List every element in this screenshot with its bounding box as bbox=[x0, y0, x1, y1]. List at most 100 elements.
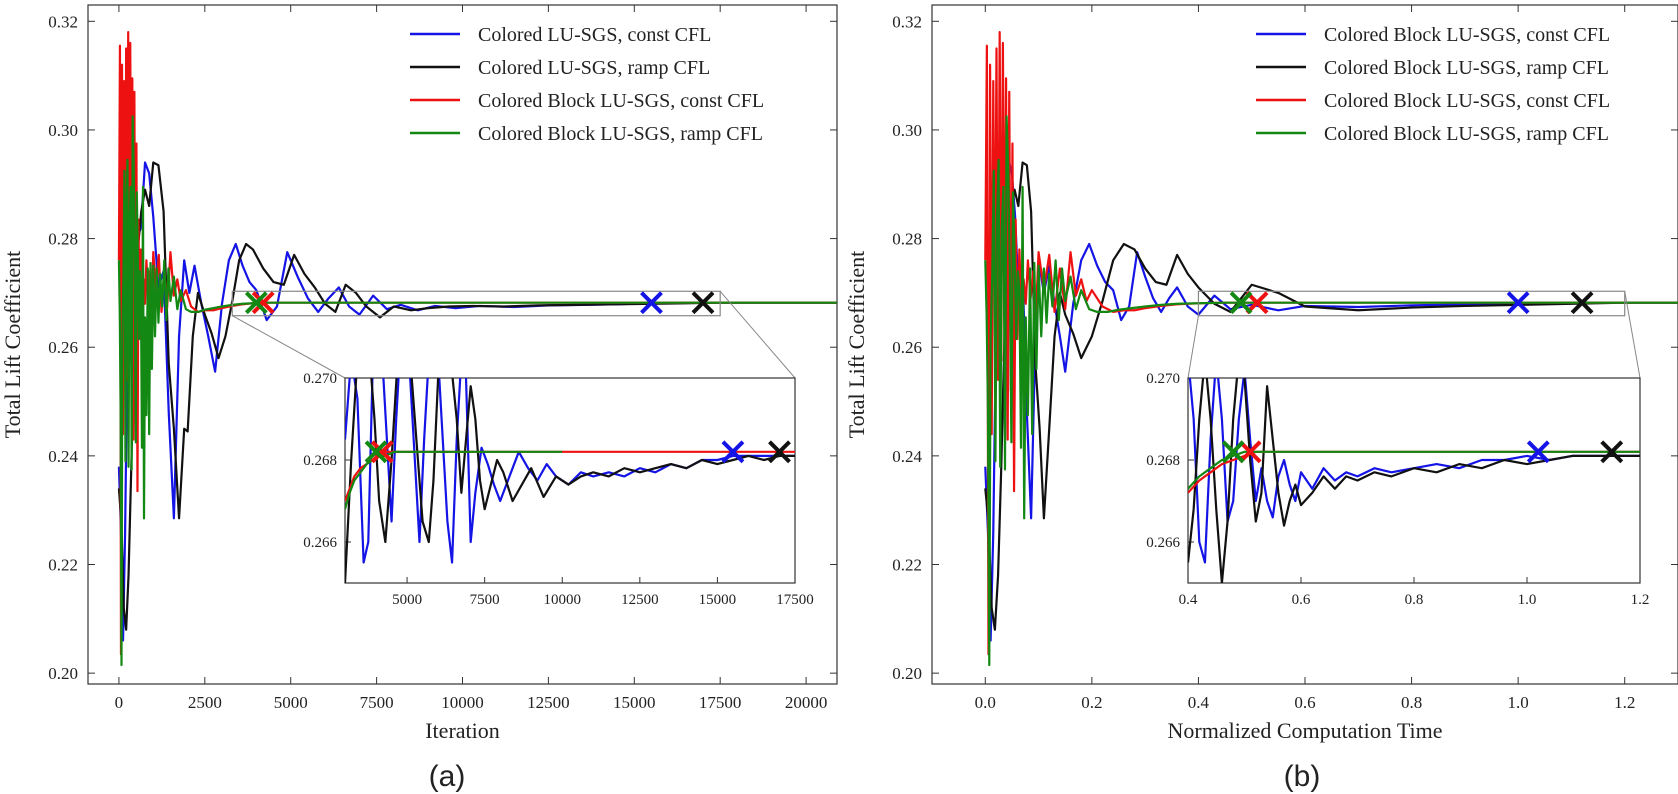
zoom-connector bbox=[1187, 315, 1199, 379]
inset-y-tick-label: 0.268 bbox=[1146, 453, 1180, 469]
marker-stroke bbox=[370, 440, 394, 464]
inset-x-tick-label: 12500 bbox=[621, 592, 659, 608]
legend-entry: Colored Block LU-SGS, const CFL bbox=[1324, 90, 1610, 112]
inset-frame bbox=[1187, 377, 1641, 584]
zoom-region bbox=[1197, 290, 1626, 317]
inset-x-tick-label: 0.4 bbox=[1179, 592, 1198, 608]
inset-x-tick-label: 1.0 bbox=[1518, 592, 1537, 608]
x-tick-label: 0.4 bbox=[1188, 693, 1210, 712]
y-tick-label: 0.26 bbox=[48, 338, 78, 357]
marker-stroke bbox=[691, 291, 715, 315]
zoom-region bbox=[231, 290, 721, 317]
x-tick-label: 0 bbox=[115, 693, 124, 712]
legend-entry: Colored Block LU-SGS, const CFL bbox=[1324, 24, 1610, 46]
inset-series-line-2 bbox=[1188, 378, 1640, 583]
convergence-marker bbox=[251, 291, 275, 315]
x-tick-label: 7500 bbox=[360, 693, 394, 712]
inset-series-group bbox=[1188, 378, 1640, 583]
y-tick-label: 0.20 bbox=[48, 664, 78, 683]
x-tick-label: 20000 bbox=[785, 693, 828, 712]
y-tick-label: 0.24 bbox=[892, 447, 922, 466]
inset-convergence-marker bbox=[721, 440, 745, 464]
legend-entry: Colored Block LU-SGS, ramp CFL bbox=[478, 123, 763, 145]
inset-x-tick-label: 0.8 bbox=[1405, 592, 1424, 608]
panel-a: 0 2500 5000 7500 10000 12500 15000 17500 20000 0.… bbox=[0, 4, 838, 793]
legend-entry: Colored LU-SGS, const CFL bbox=[478, 24, 711, 46]
zoom-connector bbox=[232, 315, 346, 379]
inset-convergence-marker bbox=[1238, 440, 1262, 464]
marker-stroke bbox=[1526, 440, 1550, 464]
marker-stroke bbox=[640, 291, 663, 315]
marker-stroke bbox=[251, 291, 275, 315]
panel-caption: (b) bbox=[1284, 760, 1321, 793]
y-tick-label: 0.28 bbox=[892, 230, 922, 249]
convergence-marker bbox=[640, 291, 663, 315]
inset-convergence-marker bbox=[370, 440, 394, 464]
panel-caption: (a) bbox=[429, 760, 466, 793]
series-line-4 bbox=[117, 115, 837, 667]
inset-convergence-marker bbox=[768, 440, 791, 464]
inset-convergence-marker bbox=[364, 440, 388, 464]
legend-entry: Colored Block LU-SGS, ramp CFL bbox=[1324, 57, 1609, 79]
marker-stroke bbox=[1600, 440, 1624, 464]
inset-convergence-marker bbox=[1221, 440, 1245, 464]
x-tick-label: 1.0 bbox=[1508, 693, 1529, 712]
marker-stroke bbox=[1221, 440, 1245, 464]
zoom-connector bbox=[1624, 291, 1641, 379]
inset-x-tick-label: 0.6 bbox=[1292, 592, 1311, 608]
series-line-2 bbox=[117, 161, 837, 631]
x-tick-label: 10000 bbox=[441, 693, 484, 712]
inset-x-tick-label: 1.2 bbox=[1631, 592, 1650, 608]
marker-stroke bbox=[1229, 291, 1253, 315]
inset-series-line-1 bbox=[1188, 378, 1640, 564]
y-axis-label: Total Lift Coefficient bbox=[0, 251, 25, 438]
inset-y-tick-label: 0.270 bbox=[1146, 371, 1180, 387]
legend-entry: Colored LU-SGS, ramp CFL bbox=[478, 57, 710, 79]
convergence-marker bbox=[1570, 291, 1594, 315]
inset-x-tick-label: 15000 bbox=[699, 592, 737, 608]
convergence-marker bbox=[244, 291, 268, 315]
inset-x-tick-label: 7500 bbox=[470, 592, 500, 608]
x-tick-label: 0.2 bbox=[1081, 693, 1102, 712]
x-tick-label: 17500 bbox=[699, 693, 742, 712]
inset-series-line-4 bbox=[1188, 450, 1640, 490]
inset-y-tick-label: 0.268 bbox=[303, 453, 337, 469]
inset-series-line-1 bbox=[345, 378, 795, 564]
x-tick-label: 0.8 bbox=[1401, 693, 1422, 712]
convergence-marker bbox=[1506, 291, 1530, 315]
marker-stroke bbox=[768, 440, 791, 464]
x-axis-label: Normalized Computation Time bbox=[1168, 718, 1443, 743]
series-line-4 bbox=[984, 115, 1678, 667]
y-tick-label: 0.32 bbox=[892, 12, 922, 31]
legend-entry: Colored Block LU-SGS, const CFL bbox=[478, 90, 764, 112]
x-tick-label: 15000 bbox=[613, 693, 656, 712]
marker-stroke bbox=[1570, 291, 1594, 315]
inset-x-tick-label: 17500 bbox=[776, 592, 814, 608]
y-tick-label: 0.32 bbox=[48, 12, 78, 31]
marker-stroke bbox=[1506, 291, 1530, 315]
x-tick-label: 1.2 bbox=[1614, 693, 1635, 712]
inset-y-tick-label: 0.266 bbox=[1146, 535, 1180, 551]
panel-b: 0.0 0.2 0.4 0.6 0.8 1.0 1.2 0.20 0.22 0.24 0.26 0.2… bbox=[844, 4, 1678, 793]
y-tick-label: 0.22 bbox=[48, 556, 78, 575]
inset-x-tick-label: 5000 bbox=[392, 592, 422, 608]
marker-stroke bbox=[1238, 440, 1262, 464]
y-tick-label: 0.24 bbox=[48, 447, 78, 466]
marker-stroke bbox=[721, 440, 745, 464]
legend-entry: Colored Block LU-SGS, ramp CFL bbox=[1324, 123, 1609, 145]
y-tick-label: 0.22 bbox=[892, 556, 922, 575]
marker-stroke bbox=[244, 291, 268, 315]
inset-convergence-marker bbox=[1526, 440, 1550, 464]
y-axis-label: Total Lift Coefficient bbox=[844, 251, 869, 438]
series-group bbox=[984, 31, 1678, 667]
convergence-marker bbox=[691, 291, 715, 315]
y-tick-label: 0.26 bbox=[892, 338, 922, 357]
x-tick-label: 0.0 bbox=[975, 693, 996, 712]
x-tick-label: 2500 bbox=[188, 693, 222, 712]
y-tick-label: 0.30 bbox=[892, 121, 922, 140]
inset-convergence-marker bbox=[1600, 440, 1624, 464]
inset-x-tick-label: 10000 bbox=[543, 592, 581, 608]
x-tick-label: 0.6 bbox=[1294, 693, 1315, 712]
x-tick-label: 5000 bbox=[274, 693, 308, 712]
